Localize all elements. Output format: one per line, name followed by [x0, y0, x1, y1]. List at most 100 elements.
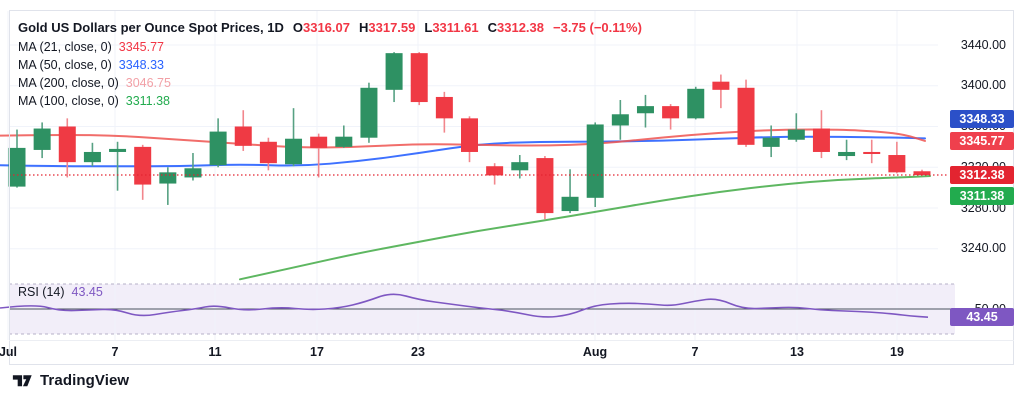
ma21-line: [0, 128, 926, 149]
candle-bar[interactable]: [712, 74, 730, 109]
time-axis-separator: [9, 340, 1014, 341]
candle-body: [134, 146, 152, 185]
time-axis-label: 7: [691, 345, 699, 359]
candle-bar[interactable]: [285, 108, 303, 167]
candle-bar[interactable]: [863, 139, 881, 164]
candle-bar[interactable]: [234, 110, 252, 151]
candle-body: [662, 106, 680, 119]
candle-bar[interactable]: [762, 125, 780, 158]
rsi-legend-row[interactable]: RSI (14) 43.45: [18, 285, 103, 299]
candle-bar[interactable]: [737, 79, 755, 147]
candle-bar[interactable]: [385, 52, 403, 103]
candle-bar[interactable]: [888, 141, 906, 174]
candle-body: [410, 53, 428, 103]
candle-body: [737, 87, 755, 145]
candle-bar[interactable]: [109, 141, 127, 191]
tradingview-attribution[interactable]: TradingView: [12, 372, 129, 389]
candle-body: [234, 126, 252, 146]
candle-bar[interactable]: [259, 137, 277, 171]
candle-bar[interactable]: [561, 169, 579, 214]
candle-body: [812, 128, 830, 152]
candle-bar[interactable]: [8, 129, 26, 188]
candle-body: [58, 126, 76, 163]
rsi-badge: 43.45: [950, 308, 1014, 327]
candle-body: [712, 81, 730, 90]
candle-body: [109, 148, 127, 152]
candle-bar[interactable]: [486, 163, 504, 185]
study-row[interactable]: MA (50, close, 0) 3348.33: [18, 56, 642, 74]
candle-body: [335, 136, 353, 147]
candle-bar[interactable]: [58, 118, 76, 178]
time-axis-label: 23: [411, 345, 425, 359]
price-badge: 3311.38: [950, 187, 1014, 206]
candle-bar[interactable]: [461, 116, 479, 163]
time-axis-label: 17: [310, 345, 324, 359]
candle-body: [888, 155, 906, 173]
candle-bar[interactable]: [134, 144, 152, 200]
study-label: MA (50, close, 0): [18, 58, 112, 72]
price-badge: 3348.33: [950, 110, 1014, 129]
candle-bar[interactable]: [310, 133, 328, 178]
candle-body: [461, 118, 479, 152]
time-axis-label: Jul: [0, 345, 18, 359]
candle-body: [762, 137, 780, 147]
candle-bar[interactable]: [838, 139, 856, 161]
study-label: MA (21, close, 0): [18, 40, 112, 54]
candle-bar[interactable]: [360, 82, 378, 143]
candle-bar[interactable]: [159, 167, 177, 205]
candle-bar[interactable]: [33, 122, 51, 159]
candle-bar[interactable]: [184, 152, 202, 181]
time-axis-label: 11: [208, 345, 222, 359]
candle-bar[interactable]: [83, 142, 101, 167]
tradingview-brand-text: TradingView: [40, 372, 130, 389]
ohlc-segment: L3311.61: [424, 19, 479, 35]
candle-bar[interactable]: [511, 155, 529, 179]
price-axis-label: 3400.00: [960, 78, 1006, 93]
price-badge: 3345.77: [950, 131, 1014, 150]
candle-bar[interactable]: [662, 104, 680, 130]
rsi-line: [0, 293, 929, 318]
candle-body: [310, 136, 328, 148]
study-row[interactable]: MA (100, close, 0) 3311.38: [18, 92, 642, 110]
candle-body: [33, 128, 51, 150]
candle-bar[interactable]: [435, 91, 453, 133]
study-legend-rows: MA (21, close, 0) 3345.77 MA (50, close, 0…: [18, 38, 642, 110]
candle-body: [536, 158, 554, 214]
candle-body: [385, 53, 403, 90]
symbol-title: Gold US Dollars per Ounce Spot Prices, 1…: [18, 19, 284, 35]
candle-bar[interactable]: [787, 113, 805, 142]
candle-body: [838, 151, 856, 157]
legend: Gold US Dollars per Ounce Spot Prices, 1…: [18, 19, 642, 110]
symbol-title-row[interactable]: Gold US Dollars per Ounce Spot Prices, 1…: [18, 19, 642, 35]
candle-bar[interactable]: [335, 125, 353, 148]
candle-bar[interactable]: [687, 86, 705, 120]
candle-bar[interactable]: [611, 100, 629, 140]
price-axis-label: 3240.00: [960, 241, 1006, 256]
candle-body: [687, 88, 705, 119]
time-axis-label: 19: [890, 345, 904, 359]
study-row[interactable]: MA (21, close, 0) 3345.77: [18, 38, 642, 56]
study-label: MA (100, close, 0): [18, 94, 119, 108]
candle-bar[interactable]: [636, 94, 654, 128]
candle-bar[interactable]: [812, 110, 830, 159]
candle-bar[interactable]: [209, 118, 227, 168]
study-value: 3348.33: [118, 58, 164, 72]
candle-bar[interactable]: [586, 122, 604, 207]
candle-body: [360, 87, 378, 138]
time-axis-label: Aug: [582, 345, 608, 359]
ma100-line: [239, 175, 931, 281]
candle-bar[interactable]: [536, 156, 554, 220]
candle-bar[interactable]: [410, 52, 428, 106]
candle-body: [259, 141, 277, 164]
price-axis-label: 3440.00: [960, 37, 1006, 52]
study-value: 3046.75: [125, 76, 171, 90]
candle-body: [511, 162, 529, 171]
study-row[interactable]: MA (200, close, 0) 3046.75: [18, 74, 642, 92]
candle-body: [184, 168, 202, 178]
study-value: 3311.38: [125, 94, 171, 108]
ohlc-segment: C3312.38: [487, 19, 544, 35]
candle-body: [285, 138, 303, 165]
tradingview-logo-icon: [12, 375, 32, 387]
